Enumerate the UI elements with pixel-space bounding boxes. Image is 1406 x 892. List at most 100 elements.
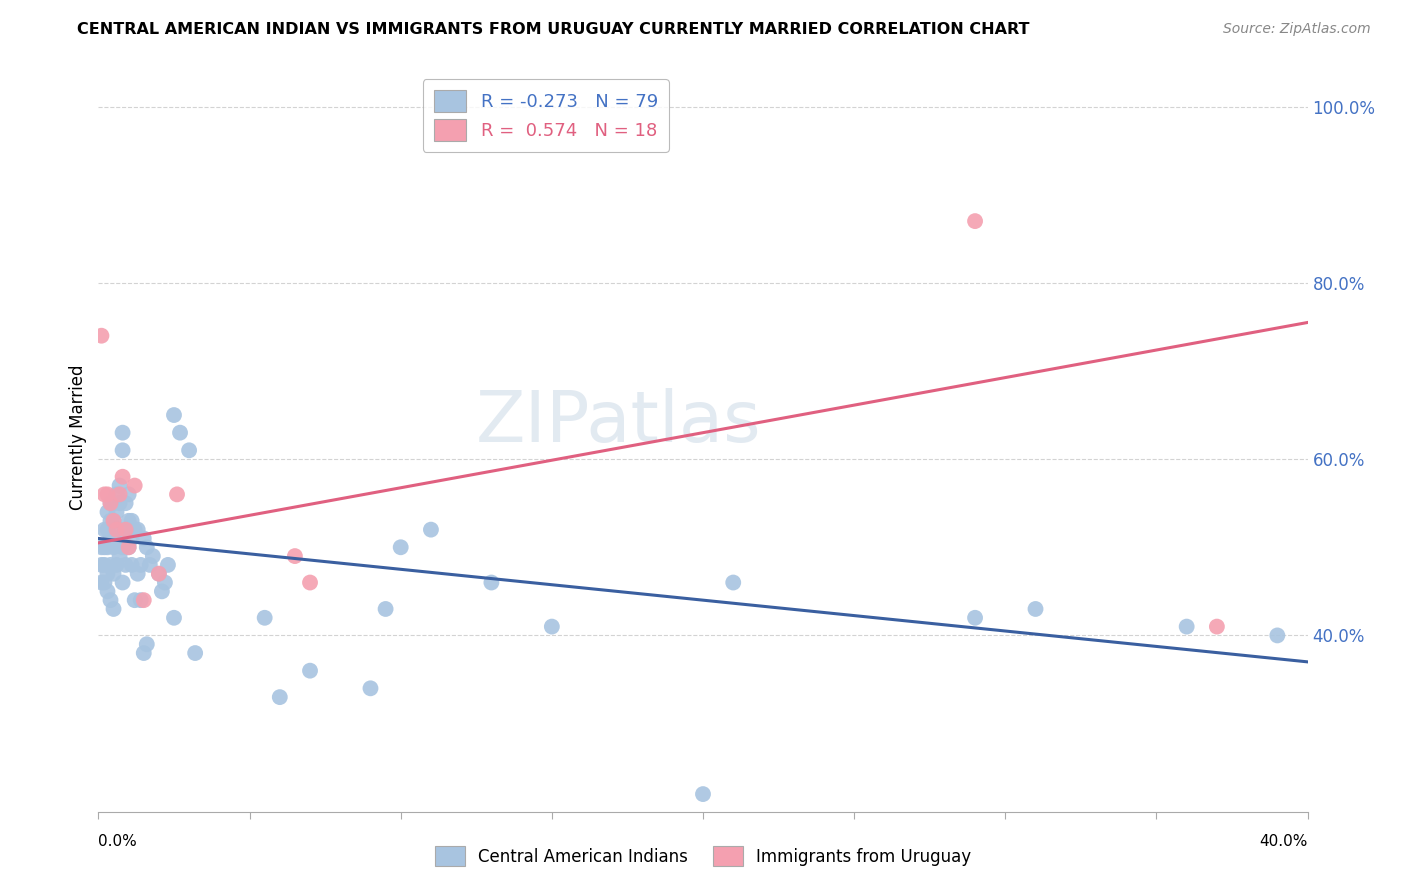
Point (1267, 628, 1289, 642)
Point (121, 558, 143, 572)
Point (111, 469, 134, 483)
Text: ZIPatlas: ZIPatlas (475, 388, 761, 457)
Point (111, 425, 134, 440)
Point (93, 541, 115, 555)
Point (299, 575, 322, 590)
Point (127, 566, 149, 581)
Point (96, 541, 118, 555)
Point (96, 584, 118, 599)
Point (90, 575, 112, 590)
Point (103, 602, 125, 616)
Legend: Central American Indians, Immigrants from Uruguay: Central American Indians, Immigrants fro… (427, 839, 979, 873)
Point (100, 496, 122, 510)
Point (108, 549, 131, 563)
Point (389, 541, 412, 555)
Point (103, 496, 125, 510)
Point (169, 425, 191, 440)
Point (114, 523, 136, 537)
Point (148, 566, 170, 581)
Point (124, 593, 146, 607)
Point (156, 558, 179, 572)
Point (105, 558, 128, 572)
Point (124, 523, 146, 537)
Point (153, 575, 176, 590)
Point (284, 549, 307, 563)
Point (118, 541, 141, 555)
Point (481, 575, 503, 590)
Point (269, 690, 291, 705)
Point (139, 558, 162, 572)
Point (111, 443, 134, 458)
Text: CENTRAL AMERICAN INDIAN VS IMMIGRANTS FROM URUGUAY CURRENTLY MARRIED CORRELATION: CENTRAL AMERICAN INDIAN VS IMMIGRANTS FR… (77, 22, 1029, 37)
Point (100, 496, 122, 510)
Point (135, 637, 157, 651)
Point (100, 558, 122, 572)
Point (374, 602, 396, 616)
Point (103, 566, 125, 581)
Point (103, 514, 125, 528)
Point (90, 558, 112, 572)
Point (166, 487, 188, 501)
Point (692, 787, 714, 801)
Point (142, 549, 165, 563)
Point (129, 593, 152, 607)
Point (129, 558, 152, 572)
Text: 0.0%: 0.0% (98, 834, 138, 849)
Point (965, 214, 987, 228)
Point (90, 541, 112, 555)
Point (108, 523, 131, 537)
Legend: R = -0.273   N = 79, R =  0.574   N = 18: R = -0.273 N = 79, R = 0.574 N = 18 (423, 79, 669, 152)
Text: 40.0%: 40.0% (1260, 834, 1308, 849)
Point (105, 487, 128, 501)
Point (93, 558, 115, 572)
Point (96, 487, 118, 501)
Point (1206, 619, 1229, 633)
Point (111, 541, 134, 555)
Point (100, 514, 122, 528)
Point (1024, 602, 1046, 616)
Point (96, 505, 118, 519)
Point (108, 487, 131, 501)
Point (96, 566, 118, 581)
Point (132, 646, 155, 660)
Point (299, 664, 322, 678)
Point (723, 575, 745, 590)
Point (103, 541, 125, 555)
Text: Source: ZipAtlas.com: Source: ZipAtlas.com (1223, 22, 1371, 37)
Point (100, 593, 122, 607)
Point (105, 505, 128, 519)
Point (114, 496, 136, 510)
Point (105, 532, 128, 546)
Point (114, 523, 136, 537)
Point (108, 496, 131, 510)
Point (108, 478, 131, 492)
Point (253, 611, 276, 625)
Point (100, 532, 122, 546)
Point (150, 584, 173, 599)
Point (96, 523, 118, 537)
Point (163, 611, 186, 625)
Point (135, 541, 157, 555)
Point (965, 611, 987, 625)
Point (93, 575, 115, 590)
Point (179, 443, 201, 458)
Point (121, 532, 143, 546)
Point (93, 523, 115, 537)
Point (118, 487, 141, 501)
Point (127, 523, 149, 537)
Point (360, 681, 382, 696)
Point (163, 408, 186, 422)
Y-axis label: Currently Married: Currently Married (69, 364, 87, 510)
Point (148, 566, 170, 581)
Point (105, 523, 128, 537)
Point (184, 646, 207, 660)
Point (118, 541, 141, 555)
Point (111, 575, 134, 590)
Point (124, 478, 146, 492)
Point (121, 514, 143, 528)
Point (1175, 619, 1198, 633)
Point (114, 558, 136, 572)
Point (93, 487, 115, 501)
Point (90, 328, 112, 343)
Point (132, 532, 155, 546)
